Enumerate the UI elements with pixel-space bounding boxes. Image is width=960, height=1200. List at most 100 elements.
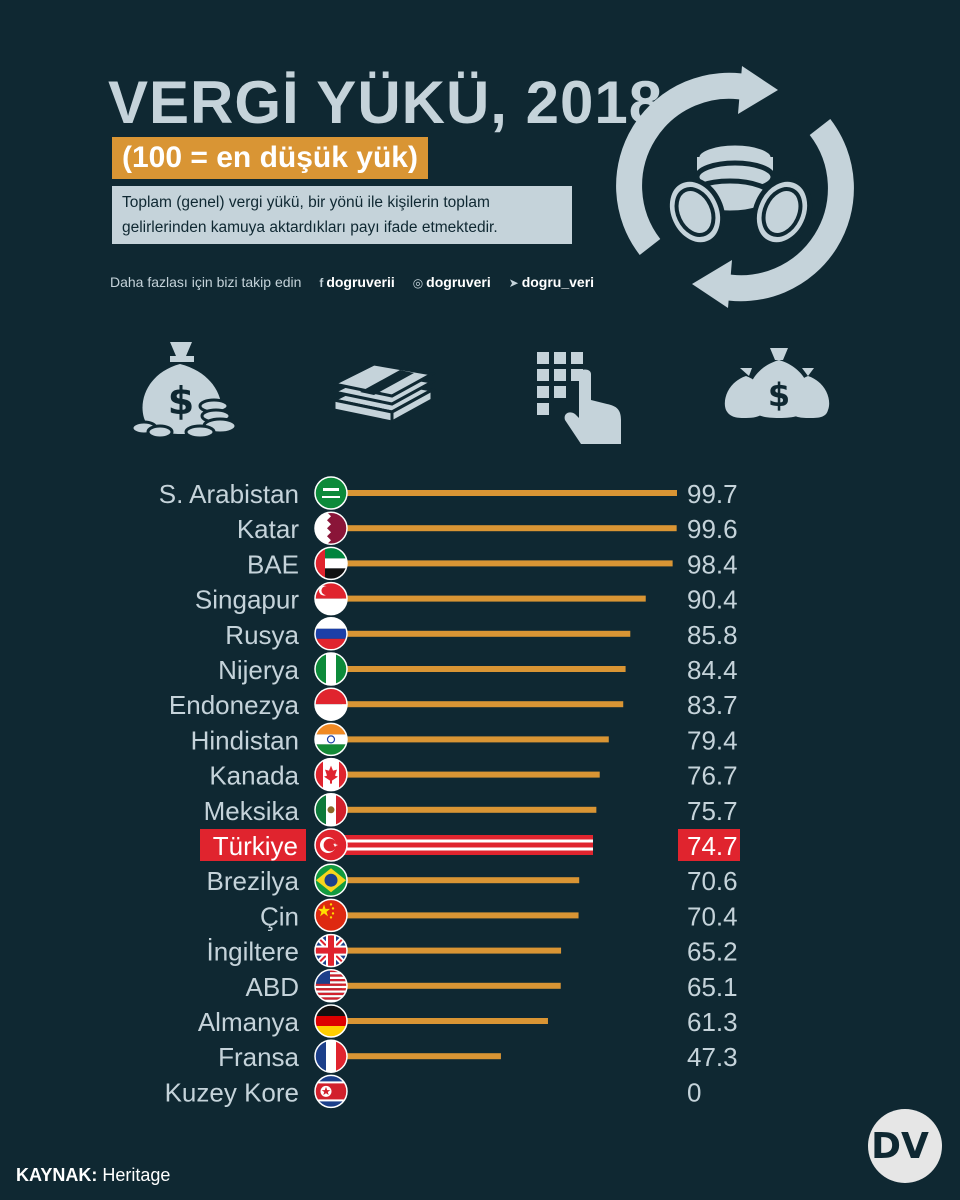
chart-row: Kanada 76.7 bbox=[209, 757, 738, 792]
value-label: 70.6 bbox=[687, 866, 738, 896]
cash-stack-icon bbox=[330, 362, 436, 424]
facebook-icon: f bbox=[319, 276, 324, 290]
category-label: Türkiye bbox=[213, 831, 298, 861]
mexico-flag bbox=[314, 793, 348, 827]
instagram-handle-text: dogruveri bbox=[426, 274, 491, 290]
category-label: Singapur bbox=[195, 585, 299, 615]
bar bbox=[342, 525, 677, 532]
france-flag bbox=[314, 1039, 348, 1073]
description-box: Toplam (genel) vergi yükü, bir yönü ile … bbox=[112, 186, 572, 244]
chart-row: İngiltere 65.2 bbox=[207, 933, 738, 968]
russia-flag bbox=[314, 617, 348, 651]
bar bbox=[342, 771, 600, 778]
keypad-finger-icon bbox=[537, 352, 621, 444]
category-label: Brezilya bbox=[207, 866, 300, 896]
money-bags-icon: $ bbox=[724, 348, 830, 418]
nigeria-flag bbox=[314, 652, 348, 686]
bar bbox=[342, 666, 626, 672]
value-label: 0 bbox=[687, 1077, 701, 1107]
value-label: 74.7 bbox=[687, 831, 738, 861]
value-label: 76.7 bbox=[687, 761, 738, 791]
chart-row: Endonezya 83.7 bbox=[169, 687, 738, 721]
category-label: BAE bbox=[247, 549, 299, 579]
bar bbox=[342, 982, 561, 989]
svg-text:$: $ bbox=[768, 376, 790, 414]
bar bbox=[342, 835, 593, 855]
bar bbox=[342, 806, 597, 813]
chart-row: BAE 98.4 bbox=[247, 546, 738, 581]
north-korea-flag bbox=[314, 1074, 348, 1109]
category-label: Almanya bbox=[198, 1007, 300, 1037]
bar bbox=[342, 947, 562, 954]
chart-row: S. Arabistan 99.7 bbox=[159, 476, 738, 510]
qatar-flag bbox=[314, 511, 348, 545]
value-label: 98.4 bbox=[687, 549, 738, 579]
source-value: Heritage bbox=[102, 1165, 171, 1185]
money-bag-coins-icon: $ bbox=[130, 342, 238, 440]
instagram-icon: ◎ bbox=[412, 276, 424, 290]
category-label: ABD bbox=[246, 972, 299, 1002]
category-label: Meksika bbox=[204, 796, 300, 826]
coins-cycle-icon bbox=[616, 66, 854, 308]
twitter-handle-text: dogru_veri bbox=[521, 274, 595, 290]
value-label: 61.3 bbox=[687, 1007, 738, 1037]
uae-flag bbox=[314, 546, 348, 581]
svg-text:$: $ bbox=[168, 379, 194, 423]
usa-flag bbox=[314, 969, 348, 1003]
social-follow-line: Daha fazlası için bizi takip edin f dogru… bbox=[110, 274, 594, 290]
bar bbox=[342, 1018, 548, 1024]
bar bbox=[342, 560, 673, 567]
bar bbox=[342, 1053, 501, 1060]
value-label: 84.4 bbox=[687, 655, 738, 685]
chart-row: Rusya 85.8 bbox=[225, 617, 738, 651]
bar bbox=[342, 595, 646, 602]
value-label: 65.1 bbox=[687, 972, 738, 1002]
chart-row: Singapur 90.4 bbox=[195, 581, 738, 616]
page-title: VERGİ YÜKÜ, 2018 bbox=[108, 69, 664, 136]
source-line: KAYNAK: Heritage bbox=[16, 1165, 170, 1186]
chart-row: Fransa 47.3 bbox=[218, 1039, 738, 1073]
bar bbox=[342, 736, 609, 743]
value-label: 90.4 bbox=[687, 585, 738, 615]
category-label: İngiltere bbox=[207, 937, 300, 967]
category-label: Kuzey Kore bbox=[165, 1077, 299, 1107]
logo-text: DV bbox=[871, 1126, 929, 1167]
category-label: Endonezya bbox=[169, 690, 300, 720]
follow-text: Daha fazlası için bizi takip edin bbox=[110, 274, 302, 290]
chart-row: Hindistan 79.4 bbox=[191, 722, 738, 757]
value-label: 83.7 bbox=[687, 690, 738, 720]
category-label: Rusya bbox=[225, 620, 299, 650]
bar bbox=[342, 701, 624, 708]
china-flag bbox=[314, 898, 348, 933]
source-label: KAYNAK: bbox=[16, 1165, 98, 1185]
instagram-handle[interactable]: ◎ dogruveri bbox=[413, 274, 491, 290]
chart-row: Almanya 61.3 bbox=[198, 1004, 738, 1038]
value-label: 65.2 bbox=[687, 937, 738, 967]
bar bbox=[342, 877, 580, 884]
chart-row: Çin 70.4 bbox=[260, 898, 738, 933]
chart-row: Kuzey Kore 0 bbox=[165, 1074, 701, 1109]
brazil-flag bbox=[314, 863, 348, 897]
value-label: 85.8 bbox=[687, 620, 738, 650]
indonesia-flag bbox=[314, 687, 348, 721]
value-label: 47.3 bbox=[687, 1042, 738, 1072]
category-label: Fransa bbox=[218, 1042, 299, 1072]
canada-flag bbox=[314, 757, 348, 792]
twitter-handle[interactable]: ➤ dogru_veri bbox=[509, 274, 594, 290]
value-label: 79.4 bbox=[687, 725, 738, 755]
category-label: S. Arabistan bbox=[159, 479, 299, 509]
category-label: Kanada bbox=[209, 761, 299, 791]
bar bbox=[342, 630, 631, 637]
facebook-handle[interactable]: f dogruverii bbox=[319, 274, 394, 290]
chart-row: Brezilya 70.6 bbox=[207, 863, 738, 897]
india-flag bbox=[314, 722, 348, 757]
germany-flag bbox=[314, 1004, 348, 1038]
chart-row: Nijerya 84.4 bbox=[218, 652, 738, 686]
singapore-flag bbox=[314, 581, 348, 616]
chart-row: ABD 65.1 bbox=[246, 969, 738, 1003]
category-label: Katar bbox=[237, 514, 299, 544]
category-label: Hindistan bbox=[191, 725, 299, 755]
value-label: 99.7 bbox=[687, 479, 738, 509]
saudi-arabia-flag bbox=[314, 476, 348, 510]
